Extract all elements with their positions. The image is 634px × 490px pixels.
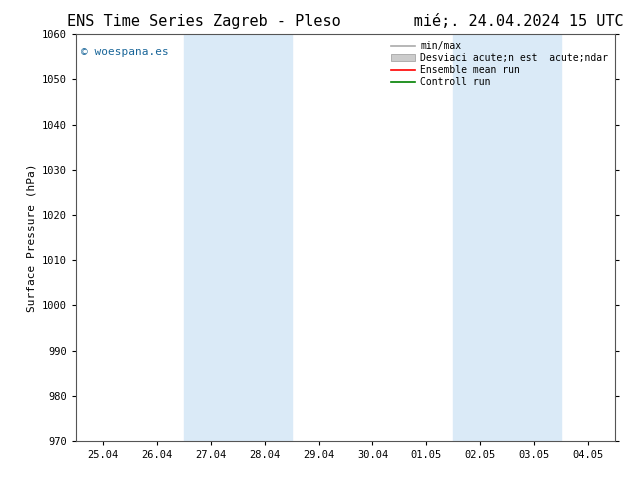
Y-axis label: Surface Pressure (hPa): Surface Pressure (hPa) xyxy=(27,163,37,312)
Bar xyxy=(184,34,292,441)
Bar xyxy=(453,34,561,441)
Legend: min/max, Desviaci acute;n est  acute;ndar, Ensemble mean run, Controll run: min/max, Desviaci acute;n est acute;ndar… xyxy=(389,39,610,89)
Title: ENS Time Series Zagreb - Pleso        mié;. 24.04.2024 15 UTC: ENS Time Series Zagreb - Pleso mié;. 24.… xyxy=(67,13,624,29)
Text: © woespana.es: © woespana.es xyxy=(81,47,169,56)
